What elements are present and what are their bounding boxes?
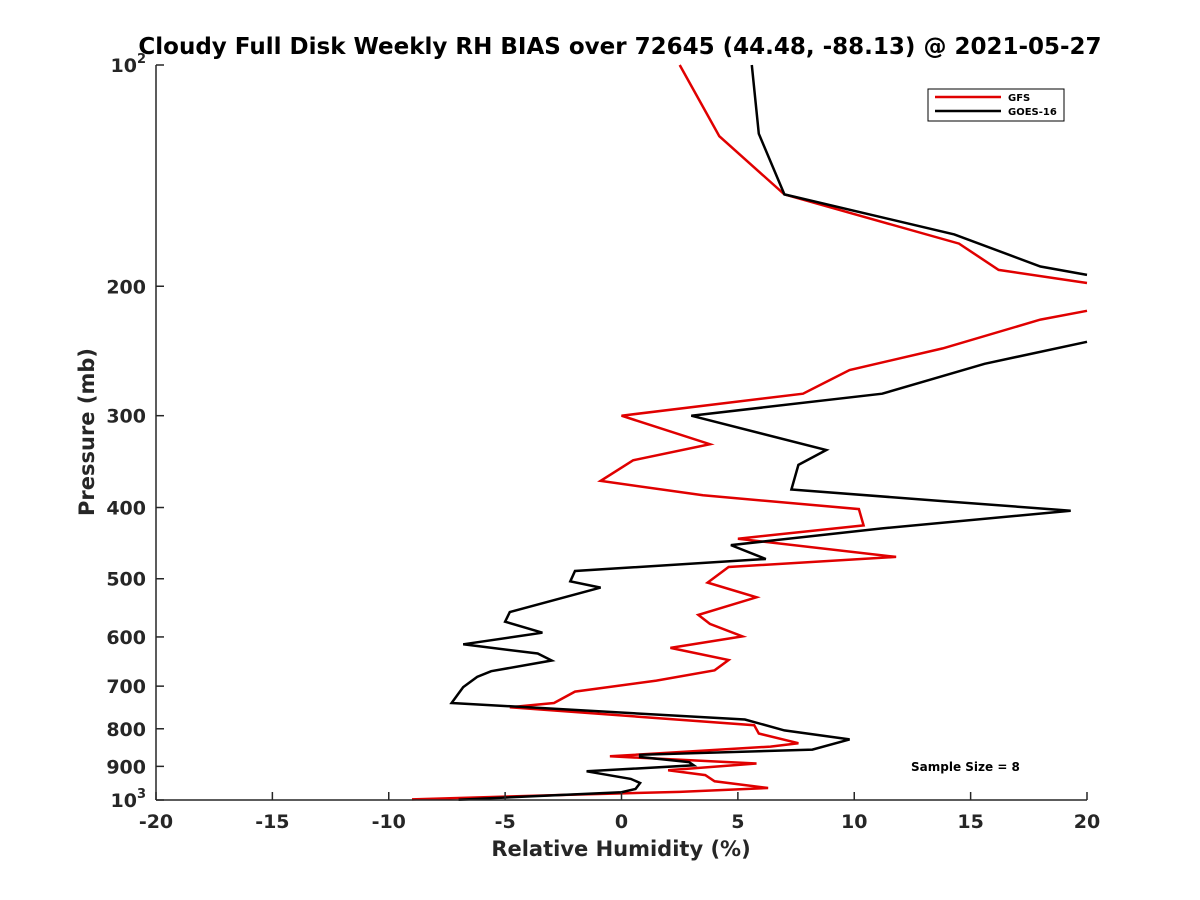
y-tick-label: 500	[106, 569, 146, 591]
x-tick-label: 20	[1074, 811, 1100, 833]
legend-label-gfs: GFS	[1008, 93, 1030, 104]
series-layer	[411, 64, 1088, 801]
sample-size-annotation: Sample Size = 8	[911, 760, 1020, 774]
x-tick-label: -5	[495, 811, 516, 833]
y-tick-label: 900	[106, 756, 146, 778]
chart-title: Cloudy Full Disk Weekly RH BIAS over 726…	[138, 34, 1101, 60]
y-tick-base: 10	[111, 55, 137, 77]
y-tick-label: 300	[106, 406, 146, 428]
x-tick-label: -20	[139, 811, 173, 833]
x-tick-label: 10	[841, 811, 867, 833]
x-tick-label: 5	[731, 811, 744, 833]
legend: GFS GOES-16	[927, 88, 1065, 122]
y-tick-label: 200	[106, 276, 146, 298]
x-tick-label: -10	[372, 811, 406, 833]
y-tick-exponent: 3	[137, 787, 146, 802]
y-axis-label: Pressure (mb)	[75, 348, 99, 516]
series-line-goes16	[449, 64, 1088, 801]
y-tick-label: 700	[106, 676, 146, 698]
y-tick-base: 10	[111, 790, 137, 812]
x-tick-label: 15	[957, 811, 983, 833]
y-tick-label: 103	[111, 787, 147, 812]
legend-label-goes16: GOES-16	[1008, 107, 1057, 118]
x-tick-label: -15	[255, 811, 289, 833]
y-tick-label: 600	[106, 627, 146, 649]
legend-box	[927, 88, 1065, 122]
y-tick-label: 800	[106, 719, 146, 741]
y-tick-label: 400	[106, 498, 146, 520]
x-ticks: -20 -15 -10 -5 0 5 10 15 20	[139, 792, 1100, 833]
x-axis-label: Relative Humidity (%)	[491, 837, 750, 861]
series-line-gfs	[411, 64, 1088, 801]
x-tick-label: 0	[615, 811, 628, 833]
y-tick-exponent: 2	[137, 52, 146, 67]
y-tick-label: 102	[111, 52, 147, 77]
